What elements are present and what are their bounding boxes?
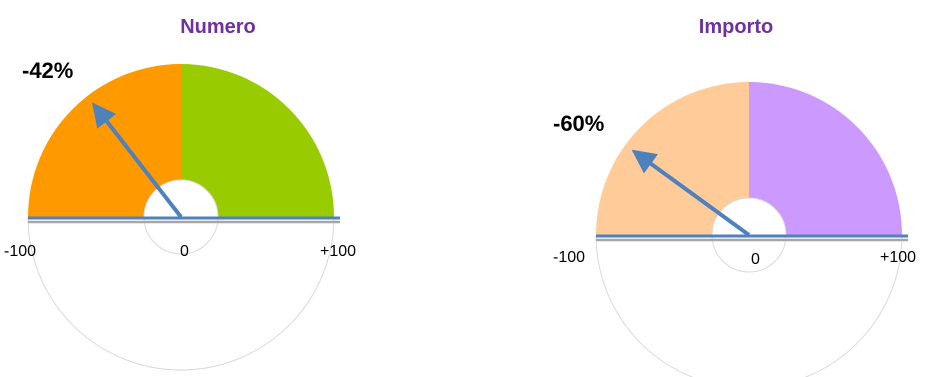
gauge-positive-sector <box>181 64 334 217</box>
gauge-2: Importo -60% -100 0 +100 <box>553 16 916 377</box>
gauge-negative-sector <box>28 64 181 217</box>
gauge-needle <box>631 149 751 237</box>
gauge-title: Numero <box>180 16 256 38</box>
gauge-1: Numero -42% -100 0 +100 <box>4 16 356 371</box>
gauge-needle <box>92 102 183 219</box>
tick-label-max: +100 <box>320 243 356 260</box>
gauge-lower-outline <box>595 234 903 377</box>
gauge-title: Importo <box>699 16 773 38</box>
tick-label-max: +100 <box>880 249 916 266</box>
gauge-negative-sector <box>596 82 749 235</box>
tick-label-zero: 0 <box>180 243 189 260</box>
gauge-positive-sector <box>749 82 902 235</box>
gauge-value-label: -60% <box>553 111 604 136</box>
gauge-lower-outline <box>27 216 335 371</box>
tick-label-min: -100 <box>4 243 36 260</box>
tick-label-min: -100 <box>553 249 585 266</box>
tick-label-zero: 0 <box>751 251 760 268</box>
gauge-value-label: -42% <box>22 58 73 83</box>
